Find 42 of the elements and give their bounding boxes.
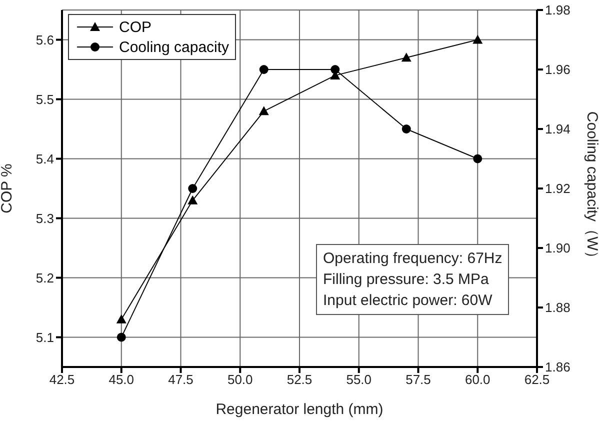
note-box: Operating frequency: 67Hz Filling pressure: 3.5 MPa Input electric power: 60W xyxy=(316,244,510,315)
x-tick-label: 45.0 xyxy=(108,372,134,388)
y-tick-label: 5.3 xyxy=(36,210,54,226)
y-axis-title: COP % xyxy=(0,164,16,214)
point xyxy=(188,184,198,193)
x-tick-label: 52.5 xyxy=(286,372,312,388)
x-tick-label: 55.0 xyxy=(346,372,372,388)
y-tick-label: 5.2 xyxy=(36,270,54,286)
point xyxy=(116,332,126,342)
x-tick-label: 60.0 xyxy=(464,372,490,388)
y-tick-label: 5.4 xyxy=(36,151,54,166)
x-tick-label: 62.5 xyxy=(524,372,550,388)
annotation: Filling pressure: 3.5 MPa xyxy=(323,270,490,290)
y-tick-label: 5.1 xyxy=(36,330,54,345)
point xyxy=(401,52,412,62)
y2-tick-label: 1.88 xyxy=(545,300,570,316)
annotation: Input electric power: 60W xyxy=(323,291,494,311)
x-tick-label: 50.0 xyxy=(227,372,253,388)
y2-tick-label: 1.92 xyxy=(545,181,570,196)
y2-tick-label: 1.98 xyxy=(545,2,570,18)
y-tick-label: 5.5 xyxy=(36,92,54,107)
x-axis-title: Regenerator length (mm) xyxy=(216,401,384,418)
point xyxy=(259,65,268,74)
y2-axis-title: Cooling capacity（W） xyxy=(584,111,599,266)
point xyxy=(258,106,269,116)
y2-tick-label: 1.86 xyxy=(545,360,570,375)
x-tick-label: 47.5 xyxy=(168,372,194,388)
y2-tick-label: 1.94 xyxy=(545,122,570,137)
y-tick-label: 5.6 xyxy=(36,32,54,48)
point xyxy=(473,154,482,164)
x-tick-label: 57.5 xyxy=(406,372,431,388)
point xyxy=(116,314,126,324)
x-tick-label: 42.5 xyxy=(49,372,75,388)
annotation: Operating frequency: 67Hz xyxy=(323,249,502,269)
legend-label: Cooling capacity xyxy=(119,38,230,56)
point xyxy=(188,195,198,204)
y2-tick-label: 1.96 xyxy=(545,62,570,78)
point xyxy=(330,65,340,74)
point xyxy=(472,34,483,44)
point xyxy=(402,124,411,134)
legend-label: COP xyxy=(119,18,152,36)
y2-tick-label: 1.90 xyxy=(545,240,570,256)
